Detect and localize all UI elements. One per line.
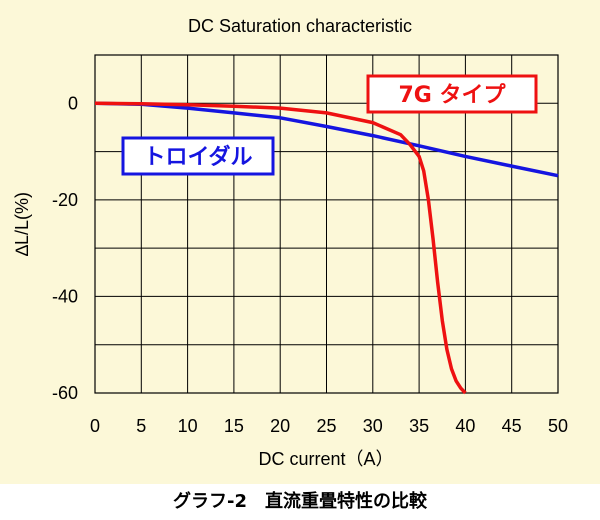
- tick-labels: 0 5 10 15 20 25 30 35 40 45 50 0 -20 -40 -60: [52, 93, 568, 436]
- legend-box-0: [121, 136, 275, 176]
- x-tick-label: 40: [455, 416, 475, 436]
- y-tick-label: -60: [52, 383, 78, 403]
- y-axis-label: ∆L/L(%): [12, 192, 32, 256]
- figure-caption: グラフ-2 直流重畳特性の比較: [0, 484, 600, 520]
- legend-label-1: 7G タイプ: [398, 83, 506, 108]
- y-tick-label: -20: [52, 190, 78, 210]
- x-tick-label: 20: [270, 416, 290, 436]
- series-line-0: [94, 101, 559, 178]
- x-tick-label: 25: [316, 416, 336, 436]
- x-tick-label: 45: [502, 416, 522, 436]
- series-layer: [94, 101, 559, 395]
- x-tick-label: 30: [363, 416, 383, 436]
- legend-box-1: [366, 74, 538, 114]
- x-tick-label: 0: [90, 416, 100, 436]
- chart-title: DC Saturation characteristic: [188, 16, 412, 36]
- x-tick-label: 50: [548, 416, 568, 436]
- x-tick-label: 15: [224, 416, 244, 436]
- x-axis-label: DC current（A）: [258, 449, 393, 469]
- y-tick-label: -40: [52, 286, 78, 306]
- legend-labels: トロイダル 7G タイプ: [121, 74, 538, 176]
- y-tick-label: 0: [68, 93, 78, 113]
- plot-frame: [94, 54, 559, 394]
- x-tick-label: 35: [409, 416, 429, 436]
- x-tick-label: 10: [178, 416, 198, 436]
- x-tick-label: 5: [136, 416, 146, 436]
- chart-canvas: DC Saturation characteristic 0 5 10 15 20 25 3…: [12, 16, 568, 469]
- series-line-1: [94, 101, 467, 395]
- chart-figure: DC Saturation characteristic 0 5 10 15 20 25 3…: [0, 0, 600, 484]
- legend-label-0: トロイダル: [143, 144, 252, 170]
